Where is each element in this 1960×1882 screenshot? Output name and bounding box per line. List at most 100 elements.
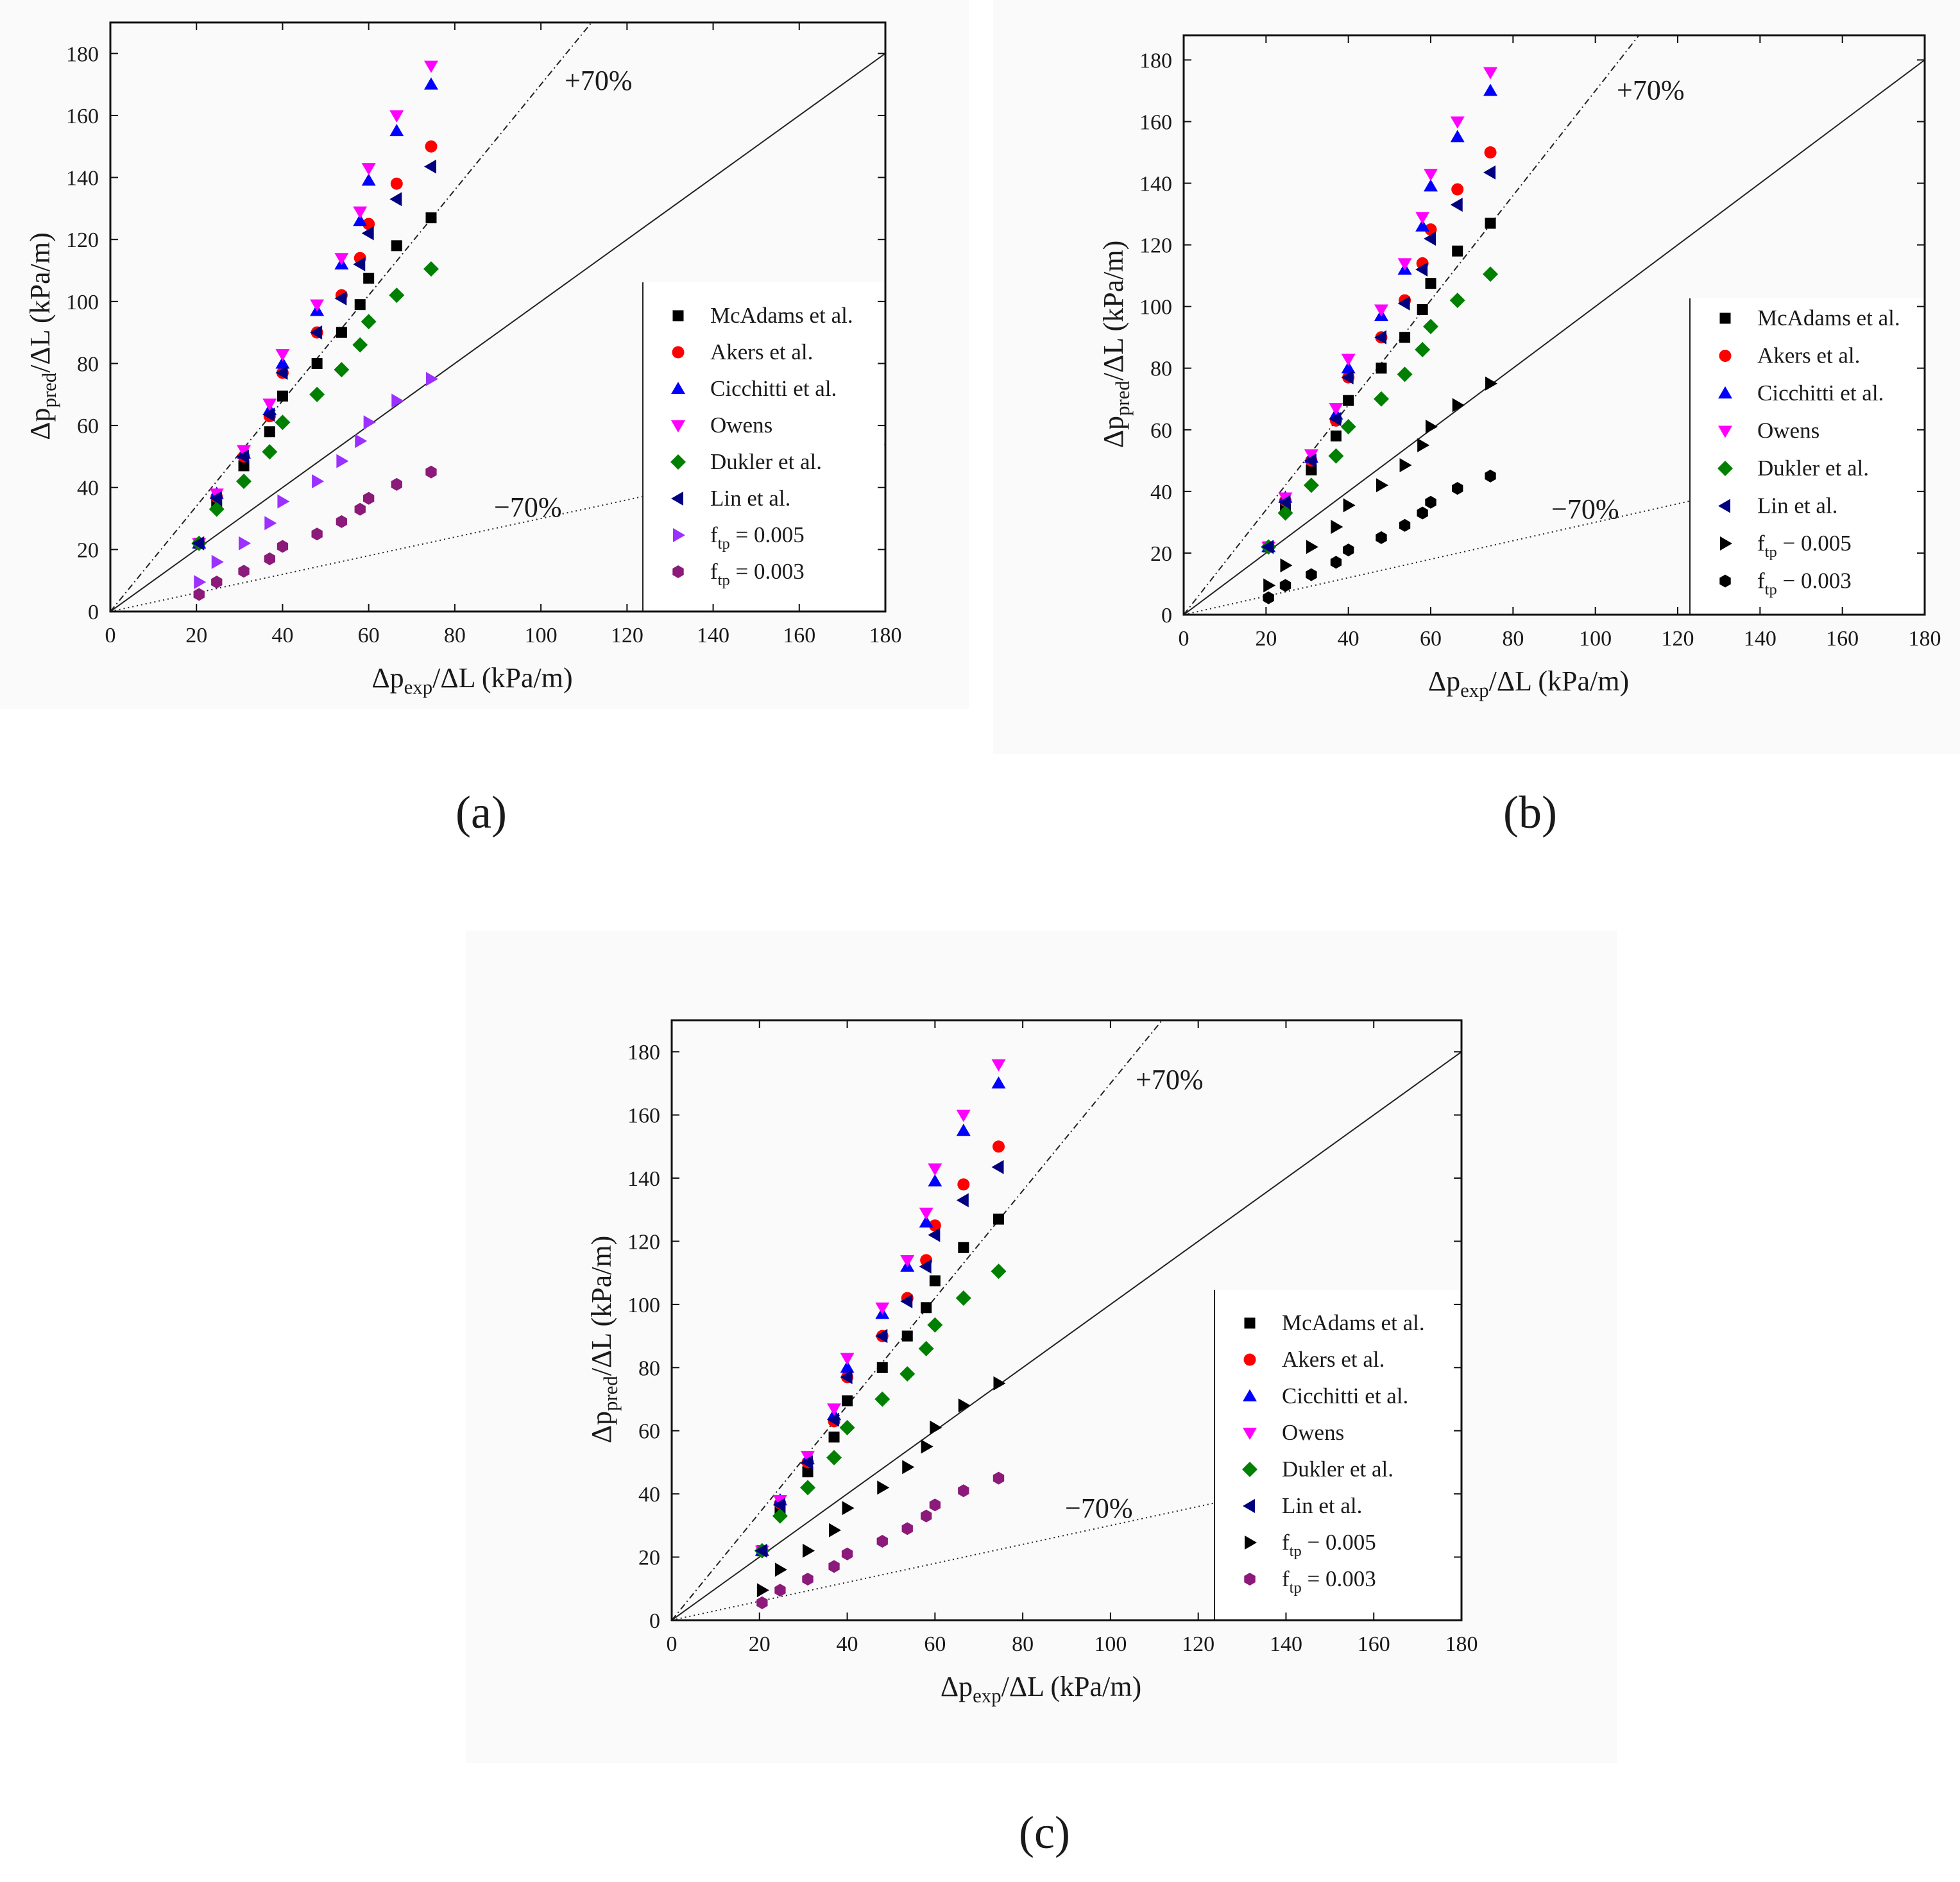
legend-marker (670, 454, 686, 470)
legend-label: Owens (710, 413, 772, 438)
data-point (1331, 520, 1343, 535)
data-point (958, 1484, 969, 1498)
x-tick-label: 0 (667, 1632, 677, 1656)
data-point (264, 552, 275, 565)
chart-panel-c: +70% −70% McAdams et al. Akers et al. Cicchi… (466, 930, 1617, 1858)
data-point (390, 177, 403, 190)
y-tick-label: 160 (1139, 110, 1172, 134)
data-point (876, 1535, 888, 1548)
legend-label: Akers et al. (1757, 343, 1860, 368)
x-tick-label: 140 (697, 624, 729, 647)
data-point (875, 1302, 890, 1315)
data-point (238, 460, 250, 472)
data-point (353, 206, 368, 219)
data-point (277, 494, 290, 509)
x-axis-label: Δpexp/ΔL (kPa/m) (941, 1671, 1141, 1707)
y-tick-label: 0 (88, 601, 99, 624)
data-point (423, 77, 438, 90)
data-point (1485, 469, 1496, 483)
legend-marker (1243, 1389, 1257, 1401)
data-point (310, 299, 325, 312)
data-point (957, 1178, 970, 1191)
data-point (1376, 478, 1388, 493)
data-point (958, 1398, 971, 1413)
legend-marker (672, 346, 685, 359)
x-tick-label: 100 (1094, 1632, 1127, 1656)
data-point (352, 337, 368, 353)
data-point (1261, 540, 1274, 554)
x-tick-label: 140 (1270, 1632, 1302, 1656)
y-tick-label: 40 (638, 1483, 660, 1507)
data-point (1330, 556, 1342, 569)
legend-marker (1719, 312, 1731, 324)
y-tick-label: 180 (627, 1041, 660, 1065)
data-point (353, 214, 368, 227)
data-point (1279, 579, 1291, 592)
data-point (774, 1562, 787, 1577)
data-point (262, 444, 278, 460)
data-point (991, 1076, 1006, 1089)
data-point (423, 60, 438, 73)
data-point (930, 1420, 942, 1435)
data-point (1451, 183, 1464, 196)
data-point (840, 1353, 855, 1365)
data-point (842, 1395, 853, 1407)
y-tick-label: 120 (66, 228, 99, 252)
data-point (1374, 304, 1388, 317)
data-point (802, 1466, 814, 1478)
legend-marker (1718, 386, 1732, 398)
panel-label: (c) (1019, 1807, 1070, 1858)
y-axis-label: Δppred/ΔL (kPa/m) (1098, 241, 1134, 449)
legend-label: Cicchitti et al. (1282, 1383, 1408, 1408)
data-point (1306, 540, 1318, 554)
data-point (425, 465, 437, 479)
x-tick-label: 180 (869, 624, 902, 647)
data-point (1425, 278, 1436, 289)
y-tick-label: 180 (1139, 49, 1172, 73)
legend-background (1691, 298, 1923, 613)
legend-marker (1718, 425, 1732, 438)
data-point (1483, 83, 1498, 96)
data-point (929, 1275, 941, 1287)
legend-marker (672, 310, 684, 321)
x-tick-label: 180 (1445, 1632, 1478, 1656)
data-point (828, 1432, 840, 1443)
data-point (829, 1523, 842, 1537)
minus-70-line (1184, 447, 1925, 615)
data-point (275, 365, 288, 380)
data-point (423, 261, 439, 277)
data-point (991, 1263, 1007, 1279)
legend-label: Cicchitti et al. (1757, 381, 1884, 406)
plus-70-line (110, 22, 593, 612)
x-tick-label: 100 (525, 624, 558, 647)
minus-70-label: −70% (1551, 493, 1619, 525)
data-point (993, 1213, 1004, 1225)
data-point (1341, 370, 1354, 385)
legend-marker (1243, 1353, 1256, 1366)
x-tick-label: 40 (1338, 627, 1359, 651)
data-point (921, 1509, 932, 1523)
data-point (1452, 245, 1463, 257)
data-point (312, 474, 325, 489)
data-point (389, 124, 404, 137)
data-point (1374, 391, 1389, 407)
parity-line (1184, 59, 1925, 615)
data-point (334, 291, 347, 306)
data-point (1452, 482, 1463, 495)
data-point (928, 1174, 942, 1186)
data-point (900, 1255, 915, 1267)
data-point (361, 314, 377, 330)
data-point (363, 492, 375, 505)
data-point (1485, 376, 1498, 391)
y-tick-label: 100 (627, 1294, 660, 1317)
data-point (1417, 506, 1428, 520)
y-tick-label: 100 (1139, 296, 1172, 320)
y-tick-label: 140 (627, 1167, 660, 1191)
data-point (425, 212, 437, 223)
data-point (956, 1124, 971, 1136)
plot-frame (670, 1019, 1463, 1621)
data-point (423, 159, 436, 174)
legend-label: Akers et al. (710, 339, 813, 364)
x-tick-label: 40 (837, 1632, 858, 1656)
